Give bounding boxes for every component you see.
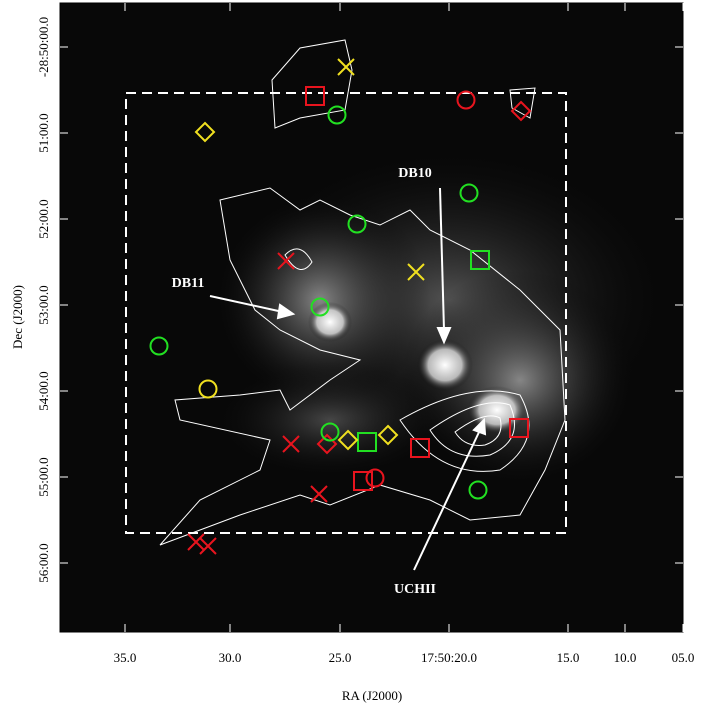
region-box bbox=[125, 92, 567, 534]
y-tick-label: -28:50:00.0 bbox=[36, 17, 51, 77]
contours bbox=[159, 39, 566, 546]
circle-marker bbox=[149, 336, 169, 356]
circle-marker bbox=[320, 422, 340, 442]
cross-marker bbox=[407, 263, 425, 281]
y-tick-label: 55:00.0 bbox=[36, 457, 51, 496]
square-marker bbox=[357, 432, 377, 452]
diamond-marker bbox=[194, 121, 216, 143]
x-tick-label: 35.0 bbox=[114, 650, 137, 665]
y-tick-label: 52:00.0 bbox=[36, 199, 51, 238]
cross-marker bbox=[282, 435, 300, 453]
y-axis-title: Dec (J2000) bbox=[10, 285, 25, 349]
x-axis-title: RA (J2000) bbox=[342, 688, 402, 703]
square-marker bbox=[353, 471, 373, 491]
cross-marker bbox=[199, 537, 217, 555]
circle-marker bbox=[310, 297, 330, 317]
circle-marker bbox=[327, 105, 347, 125]
annotation: DB10 bbox=[398, 166, 431, 181]
circle-marker bbox=[365, 468, 385, 488]
y-tick-label: 56:00.0 bbox=[36, 543, 51, 582]
x-tick-label: 15.0 bbox=[557, 650, 580, 665]
x-tick-label: 30.0 bbox=[219, 650, 242, 665]
arrows bbox=[209, 187, 487, 571]
square-marker bbox=[509, 418, 529, 438]
cross-marker bbox=[277, 252, 295, 270]
cross-marker bbox=[310, 485, 328, 503]
markers bbox=[149, 58, 532, 555]
cross-marker bbox=[337, 58, 355, 76]
diamond-marker bbox=[337, 429, 359, 451]
ticks: 35.0 30.0 25.0 17:50:20.0 15.0 10.0 05.0 -28:50… bbox=[36, 3, 694, 665]
circle-marker bbox=[468, 480, 488, 500]
diamond-marker bbox=[377, 424, 399, 446]
x-tick-label: 25.0 bbox=[329, 650, 352, 665]
cross-marker bbox=[187, 533, 205, 551]
square-marker bbox=[470, 250, 490, 270]
circle-marker bbox=[198, 379, 218, 399]
circle-marker bbox=[347, 214, 367, 234]
circle-marker bbox=[459, 183, 479, 203]
annotation: DB11 bbox=[172, 276, 205, 291]
x-tick-label: 10.0 bbox=[614, 650, 637, 665]
y-tick-label: 51:00.0 bbox=[36, 113, 51, 152]
square-marker bbox=[305, 86, 325, 106]
annotation: UCHII bbox=[394, 582, 436, 597]
circle-marker bbox=[456, 90, 476, 110]
square-marker bbox=[410, 438, 430, 458]
y-tick-label: 54:00.0 bbox=[36, 371, 51, 410]
diamond-marker bbox=[510, 100, 532, 122]
y-tick-label: 53:00.0 bbox=[36, 285, 51, 324]
x-tick-label: 17:50:20.0 bbox=[421, 650, 477, 665]
x-tick-label: 05.0 bbox=[672, 650, 695, 665]
